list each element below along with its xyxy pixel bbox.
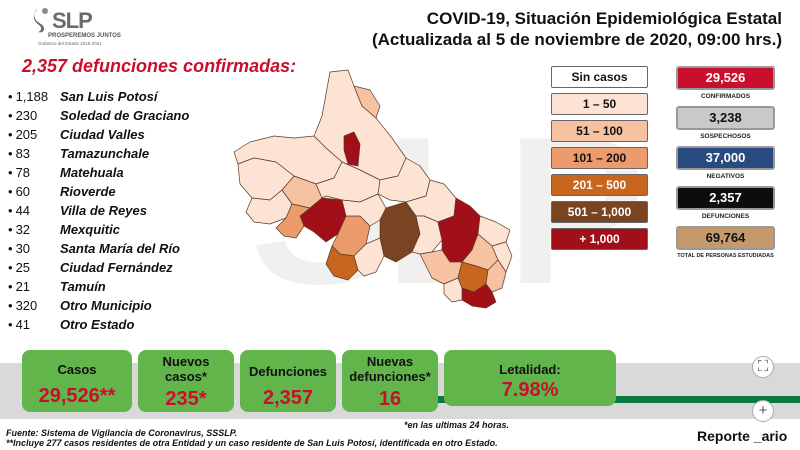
municipality-name: Tamuín <box>60 279 106 294</box>
title-line-2: (Actualizada al 5 de noviembre de 2020, … <box>371 30 782 49</box>
map-region-south-west <box>275 203 311 239</box>
report-label: Reporte _ario <box>697 428 788 444</box>
confirmed-label: CONFIRMADOS <box>700 93 751 100</box>
death-count: 60 <box>8 184 60 199</box>
map-legend: Sin casos 1 – 50 51 – 100 101 – 200 201 … <box>551 66 648 255</box>
municipality-name: Matehuala <box>60 165 124 180</box>
map-region-south-east-c <box>443 277 463 303</box>
death-count: 230 <box>8 108 60 123</box>
cases-value: 29,526** <box>38 385 116 407</box>
logo-tagline: PROSPEREMOS JUNTOS <box>48 33 121 39</box>
total-studied-value: 69,764 <box>676 226 775 250</box>
expand-button[interactable]: ⛶ <box>752 356 774 378</box>
municipality-name: Tamazunchale <box>60 146 150 161</box>
lethality-label: Letalidad: <box>499 362 561 377</box>
map-region-huasteca-c <box>491 241 513 273</box>
source-note: Fuente: Sistema de Vigilancia de Coronav… <box>6 428 238 438</box>
new-cases-value: 235* <box>165 388 207 410</box>
map-region-south <box>325 245 359 281</box>
legend-item: + 1,000 <box>551 228 648 250</box>
deaths-value: 2,357 <box>676 186 775 210</box>
deaths-label: DEFUNCIONES <box>701 213 750 220</box>
deaths-summary-value: 2,357 <box>262 387 314 409</box>
total-studied-label: TOTAL DE PERSONAS ESTUDIADAS <box>677 253 774 259</box>
slp-logo: SLP PROSPEREMOS JUNTOS Gobierno del Esta… <box>30 6 121 50</box>
map-region-south-b <box>353 237 385 277</box>
new-cases-box: Nuevos casos* 235* <box>138 350 234 412</box>
death-count: 1,188 <box>8 89 60 104</box>
municipality-name: Villa de Reyes <box>60 203 147 218</box>
death-count: 205 <box>8 127 60 142</box>
death-count: 78 <box>8 165 60 180</box>
deaths-headline: 2,357 defunciones confirmadas: <box>22 56 297 76</box>
legend-item: 201 – 500 <box>551 174 648 196</box>
municipality-name: Santa María del Río <box>60 241 180 256</box>
logo-text: SLP <box>52 8 93 33</box>
map-region-tamazunchale <box>461 283 497 309</box>
lethality-box: Letalidad: 7.98% <box>444 350 616 406</box>
negative-value: 37,000 <box>676 146 775 170</box>
death-count: 32 <box>8 222 60 237</box>
municipality-name: Ciudad Fernández <box>60 260 173 275</box>
death-count: 83 <box>8 146 60 161</box>
deaths-summary-label: Defunciones <box>248 364 327 379</box>
municipality-name: Otro Municipio <box>60 298 152 313</box>
death-count: 30 <box>8 241 60 256</box>
deaths-box: Defunciones 2,357 <box>240 350 336 412</box>
municipality-name: Ciudad Valles <box>60 127 145 142</box>
municipality-name: Rioverde <box>60 184 116 199</box>
death-count: 25 <box>8 260 60 275</box>
death-count: 320 <box>8 298 60 313</box>
new-deaths-label: Nuevas defunciones* <box>349 354 431 384</box>
state-choropleth-map <box>233 69 513 309</box>
legend-item: 1 – 50 <box>551 93 648 115</box>
last-24h-note: *en las ultimas 24 horas. <box>404 420 510 430</box>
stats-panel: 29,526 CONFIRMADOS 3,238 SOSPECHOSOS 37,… <box>676 66 775 266</box>
legend-item: 101 – 200 <box>551 147 648 169</box>
legend-item: 501 – 1,000 <box>551 201 648 223</box>
municipality-name: San Luis Potosí <box>60 89 158 104</box>
suspected-value: 3,238 <box>676 106 775 130</box>
lethality-value: 7.98% <box>501 379 559 401</box>
municipality-name: Otro Estado <box>60 317 135 332</box>
death-count: 21 <box>8 279 60 294</box>
new-deaths-value: 16 <box>378 388 402 410</box>
page-title: COVID-19, Situación Epidemiológica Estat… <box>372 8 782 50</box>
negative-label: NEGATIVOS <box>706 173 745 180</box>
confirmed-value: 29,526 <box>676 66 775 90</box>
map-region-north-east <box>353 85 381 119</box>
new-cases-label: Nuevos casos* <box>162 354 210 384</box>
municipality-name: Mexquitic <box>60 222 120 237</box>
new-deaths-box: Nuevas defunciones* 16 <box>342 350 438 412</box>
title-line-1: COVID-19, Situación Epidemiológica Estat… <box>426 9 782 28</box>
map-region-matehuala <box>343 131 361 167</box>
suspected-label: SOSPECHOSOS <box>700 133 751 140</box>
logo-government: Gobierno del Estado 2015-2021 <box>38 41 102 46</box>
legend-item: Sin casos <box>551 66 648 88</box>
death-count: 41 <box>8 317 60 332</box>
legend-item: 51 – 100 <box>551 120 648 142</box>
zoom-in-button[interactable]: + <box>752 400 774 422</box>
logo-mark-icon <box>33 7 48 33</box>
death-count: 44 <box>8 203 60 218</box>
residents-note: **Incluye 277 casos residentes de otra E… <box>6 438 498 448</box>
municipality-name: Soledad de Graciano <box>60 108 190 123</box>
cases-box: Casos 29,526** <box>22 350 132 412</box>
cases-label: Casos <box>57 362 97 377</box>
